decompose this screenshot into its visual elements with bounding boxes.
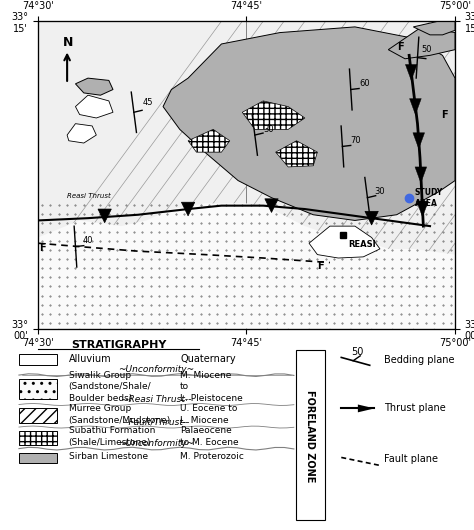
Polygon shape xyxy=(188,129,230,152)
Polygon shape xyxy=(276,141,318,167)
Polygon shape xyxy=(417,201,428,217)
Text: STUDY
AREA: STUDY AREA xyxy=(415,188,443,208)
Polygon shape xyxy=(182,202,195,216)
Bar xyxy=(19,379,57,399)
Text: 30: 30 xyxy=(263,125,274,134)
Polygon shape xyxy=(242,101,305,129)
Text: Quaternary: Quaternary xyxy=(180,355,236,365)
Polygon shape xyxy=(265,199,278,213)
Bar xyxy=(19,409,57,423)
Bar xyxy=(19,354,57,365)
Bar xyxy=(296,350,325,520)
Text: Alluvium: Alluvium xyxy=(69,355,111,365)
Polygon shape xyxy=(98,209,111,223)
Text: --Reasi Thrust--: --Reasi Thrust-- xyxy=(122,394,191,403)
Text: M. Miocene
to
L. Pleistocene: M. Miocene to L. Pleistocene xyxy=(180,370,243,403)
Polygon shape xyxy=(75,95,113,118)
Polygon shape xyxy=(405,65,417,81)
Polygon shape xyxy=(365,211,378,225)
Polygon shape xyxy=(75,78,113,95)
Text: Subathu Formation
(Shale/Limestone): Subathu Formation (Shale/Limestone) xyxy=(69,427,155,447)
Text: Siwalik Group
(Sandstone/Shale/
Boulder beds): Siwalik Group (Sandstone/Shale/ Boulder … xyxy=(69,370,151,403)
Text: REASI: REASI xyxy=(348,240,376,249)
Text: N: N xyxy=(63,36,73,49)
Text: Bedding plane: Bedding plane xyxy=(384,356,455,365)
Polygon shape xyxy=(67,123,96,143)
Polygon shape xyxy=(413,21,455,35)
Text: --Fault/Thrust--: --Fault/Thrust-- xyxy=(123,417,190,426)
Bar xyxy=(19,431,57,445)
Text: F: F xyxy=(318,261,324,271)
Text: STRATIGRAPHY: STRATIGRAPHY xyxy=(71,340,166,350)
Polygon shape xyxy=(309,226,380,258)
Polygon shape xyxy=(415,167,427,183)
Text: 45: 45 xyxy=(142,99,153,108)
Polygon shape xyxy=(413,133,425,149)
Polygon shape xyxy=(163,27,455,220)
Text: 50: 50 xyxy=(422,45,432,54)
Text: F: F xyxy=(397,42,403,51)
Text: Sirban Limestone: Sirban Limestone xyxy=(69,452,148,461)
Text: M. Proterozoic: M. Proterozoic xyxy=(180,452,244,461)
Text: 40: 40 xyxy=(82,236,92,245)
Text: Murree Group
(Sandstone/Mudstone): Murree Group (Sandstone/Mudstone) xyxy=(69,404,171,425)
Text: ~Unconformity~: ~Unconformity~ xyxy=(118,439,194,448)
Bar xyxy=(19,453,57,463)
Text: F: F xyxy=(441,110,447,120)
Text: 70: 70 xyxy=(351,136,361,145)
Text: Thrust plane: Thrust plane xyxy=(384,403,446,413)
Text: U. Eocene to
L. Miocene: U. Eocene to L. Miocene xyxy=(180,404,237,425)
Polygon shape xyxy=(388,27,455,59)
Text: FORELAND ZONE: FORELAND ZONE xyxy=(305,390,316,482)
Text: Fault plane: Fault plane xyxy=(384,454,438,464)
Text: ~Unconformity~: ~Unconformity~ xyxy=(118,365,194,374)
Polygon shape xyxy=(38,204,455,329)
Text: Palaeocene
to M. Eocene: Palaeocene to M. Eocene xyxy=(180,427,239,447)
Text: 60: 60 xyxy=(359,79,370,88)
Polygon shape xyxy=(358,404,374,412)
Text: 50: 50 xyxy=(351,348,363,357)
Polygon shape xyxy=(410,99,421,114)
Text: Reasi Thrust: Reasi Thrust xyxy=(67,193,111,199)
Text: 30: 30 xyxy=(374,187,385,196)
Text: F: F xyxy=(40,243,46,253)
